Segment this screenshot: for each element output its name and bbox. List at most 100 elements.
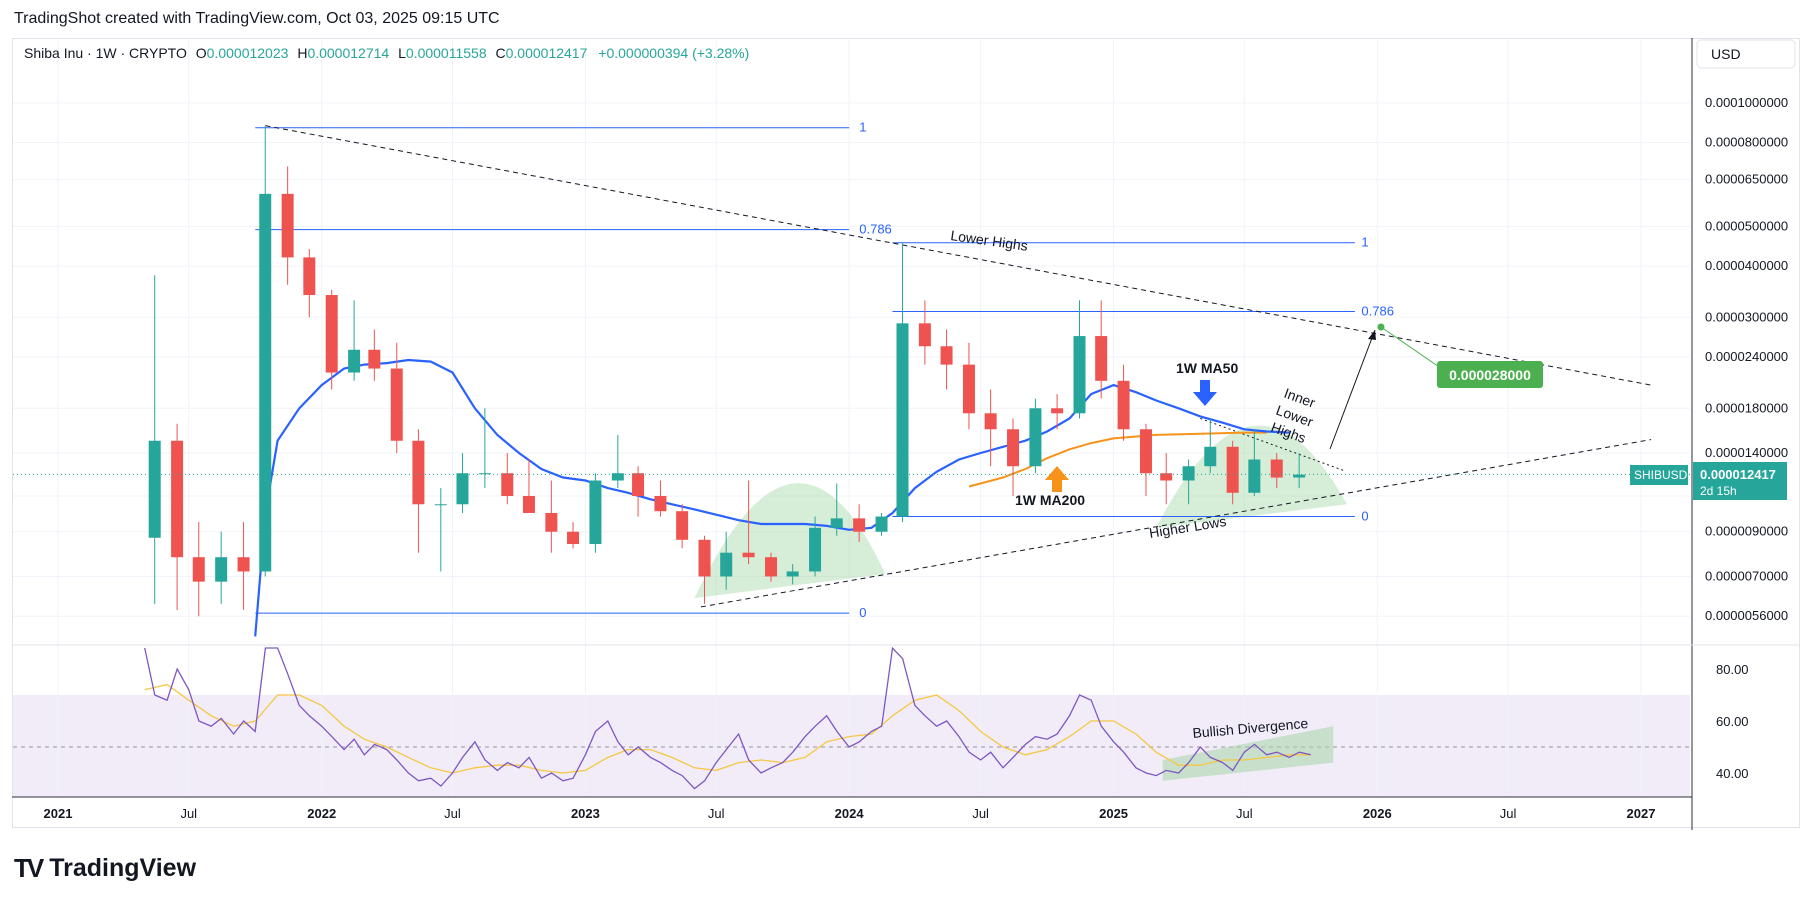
target-label-box (1437, 361, 1543, 388)
candle-body (522, 495, 535, 513)
price-tick-label: 0.0000650000 (1705, 172, 1788, 187)
candle-body (809, 527, 822, 572)
inner-lower-highs-trendline (1200, 417, 1344, 471)
candle-body (698, 539, 711, 577)
candle-body (368, 349, 381, 369)
time-tick-label: 2023 (571, 806, 600, 821)
ma200-label: 1W MA200 (1015, 492, 1085, 508)
candle-body (192, 557, 205, 582)
rsi-line (144, 646, 1311, 790)
candle-body (1139, 429, 1152, 474)
price-tick-label: 0.0000400000 (1705, 258, 1788, 273)
candle-body (1007, 429, 1020, 467)
rsi-tick-label: 60.00 (1716, 714, 1749, 729)
rsi-tick-label: 40.00 (1716, 766, 1749, 781)
lower-highs-label: Lower Highs (950, 227, 1029, 254)
fib-level-label: 0.786 (1361, 303, 1394, 318)
time-tick-label: 2027 (1627, 806, 1656, 821)
time-tick-label: Jul (1236, 806, 1253, 821)
candle-body (1073, 336, 1086, 414)
legend-o-label: O (196, 45, 207, 61)
candle-body (632, 473, 645, 496)
candle-body (281, 193, 294, 258)
candle-body (611, 473, 624, 481)
ma50-label: 1W MA50 (1176, 360, 1238, 376)
ma50-arrow-icon (1193, 380, 1217, 406)
candle-body (875, 516, 888, 532)
time-tick-label: 2024 (835, 806, 865, 821)
candle-body (456, 473, 469, 505)
chart-frame (12, 38, 1800, 828)
candle-body (501, 473, 514, 496)
candle-body (764, 557, 777, 577)
fib-level-label: 0.786 (859, 222, 892, 237)
candle-body (984, 413, 997, 430)
candle-body (325, 295, 338, 373)
candle-body (896, 323, 909, 517)
candle-body (720, 552, 733, 577)
rsi-ma-line (144, 683, 1311, 774)
candle-body (1029, 408, 1042, 467)
currency-button[interactable] (1696, 39, 1796, 69)
target-label: 0.000028000 (1449, 367, 1531, 383)
candle-body (589, 480, 602, 545)
candle-body (918, 323, 931, 347)
legend-l-label: L (398, 45, 406, 61)
price-tick-label: 0.0000240000 (1705, 349, 1788, 364)
last-price-value: 0.000012417 (1700, 467, 1776, 482)
tradingview-logo-text: TradingView (49, 854, 197, 882)
legend-o-value: 0.000012023 (207, 45, 289, 61)
candle-body (1095, 336, 1108, 381)
candle-body (259, 193, 272, 572)
candle-body (1248, 459, 1261, 493)
candle-body (434, 504, 447, 506)
legend-line: Shiba Inu · 1W · CRYPTO O0.000012023 H0.… (24, 45, 749, 61)
time-tick-label: Jul (180, 806, 197, 821)
price-tick-label: 0.0001000000 (1705, 95, 1788, 110)
legend-c-label: C (496, 45, 506, 61)
candle-body (1226, 446, 1239, 493)
candle-body (1160, 473, 1173, 481)
candle-body (478, 473, 491, 475)
divergence-zone (1162, 726, 1334, 781)
price-tick-label: 0.0000140000 (1705, 445, 1788, 460)
candle-body (1117, 380, 1130, 430)
candle-body (676, 511, 689, 540)
candle-body (1270, 459, 1283, 478)
legend-h-label: H (297, 45, 307, 61)
currency-label: USD (1711, 46, 1741, 62)
ma50-line (254, 358, 1290, 637)
bar-countdown: 2d 15h (1700, 484, 1737, 498)
candle-body (1051, 408, 1064, 414)
time-tick-label: Jul (444, 806, 461, 821)
candle-body (962, 364, 975, 414)
legend-h-value: 0.000012714 (307, 45, 389, 61)
fib-level-label: 0 (1361, 509, 1368, 524)
candle-body (1204, 446, 1217, 467)
price-tick-label: 0.0000070000 (1705, 568, 1788, 583)
time-tick-label: Jul (1500, 806, 1517, 821)
candle-body (390, 368, 403, 441)
target-connector (1380, 326, 1446, 372)
fib-level-label: 1 (1361, 235, 1368, 250)
tradingview-logo-icon: TV (14, 853, 44, 883)
price-tick-label: 0.0000056000 (1705, 608, 1788, 623)
price-tick-label: 0.0000180000 (1705, 400, 1788, 415)
tradingview-logo[interactable]: TV TradingView (14, 853, 196, 884)
candle-body (148, 440, 161, 538)
candle-body (567, 531, 580, 545)
candle-body (412, 440, 425, 505)
higher-lows-trendline (700, 439, 1652, 608)
price-tick-label: 0.0000090000 (1705, 524, 1788, 539)
candle-body (303, 257, 316, 296)
projection-arrow-head (1368, 330, 1376, 340)
candle-body (786, 571, 799, 577)
time-tick-label: 2021 (44, 806, 73, 821)
rsi-tick-label: 80.00 (1716, 662, 1749, 677)
time-tick-label: Jul (708, 806, 725, 821)
symbol-tag-label: SHIBUSD (1634, 468, 1688, 482)
lower-highs-trendline (265, 125, 1652, 386)
legend-change: +0.000000394 (+3.28%) (598, 45, 749, 61)
candle-body (348, 349, 361, 373)
